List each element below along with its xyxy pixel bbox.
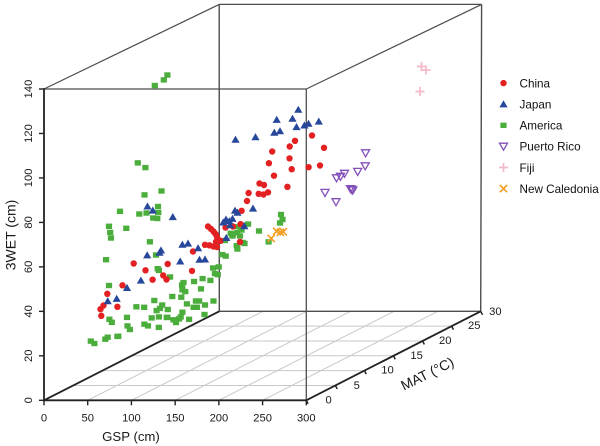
svg-text:60: 60 (23, 261, 35, 273)
svg-text:200: 200 (210, 413, 229, 425)
svg-text:Puerto Rico: Puerto Rico (520, 141, 582, 154)
svg-text:Japan: Japan (520, 99, 552, 112)
svg-text:0: 0 (325, 395, 331, 407)
svg-text:140: 140 (23, 80, 35, 99)
svg-text:40: 40 (23, 305, 35, 317)
svg-text:10: 10 (381, 365, 393, 377)
svg-text:GSP (cm): GSP (cm) (102, 429, 160, 444)
svg-text:120: 120 (23, 124, 35, 143)
svg-text:Fiji: Fiji (520, 162, 535, 175)
svg-text:America: America (520, 120, 563, 133)
svg-text:New Caledonia: New Caledonia (520, 183, 600, 196)
svg-text:20: 20 (23, 350, 35, 362)
svg-text:0: 0 (41, 413, 47, 425)
svg-text:100: 100 (23, 169, 35, 188)
svg-text:20: 20 (439, 335, 451, 347)
svg-text:300: 300 (297, 413, 316, 425)
svg-text:3WET (cm): 3WET (cm) (3, 200, 19, 271)
svg-text:5: 5 (354, 380, 360, 392)
svg-text:15: 15 (410, 350, 422, 362)
svg-text:250: 250 (253, 413, 272, 425)
svg-text:50: 50 (81, 413, 93, 425)
svg-text:China: China (520, 77, 551, 90)
svg-text:0: 0 (23, 397, 35, 403)
svg-text:100: 100 (122, 413, 141, 425)
svg-text:25: 25 (468, 320, 480, 332)
svg-text:30: 30 (489, 306, 501, 318)
svg-text:80: 80 (23, 216, 35, 228)
svg-text:150: 150 (166, 413, 185, 425)
